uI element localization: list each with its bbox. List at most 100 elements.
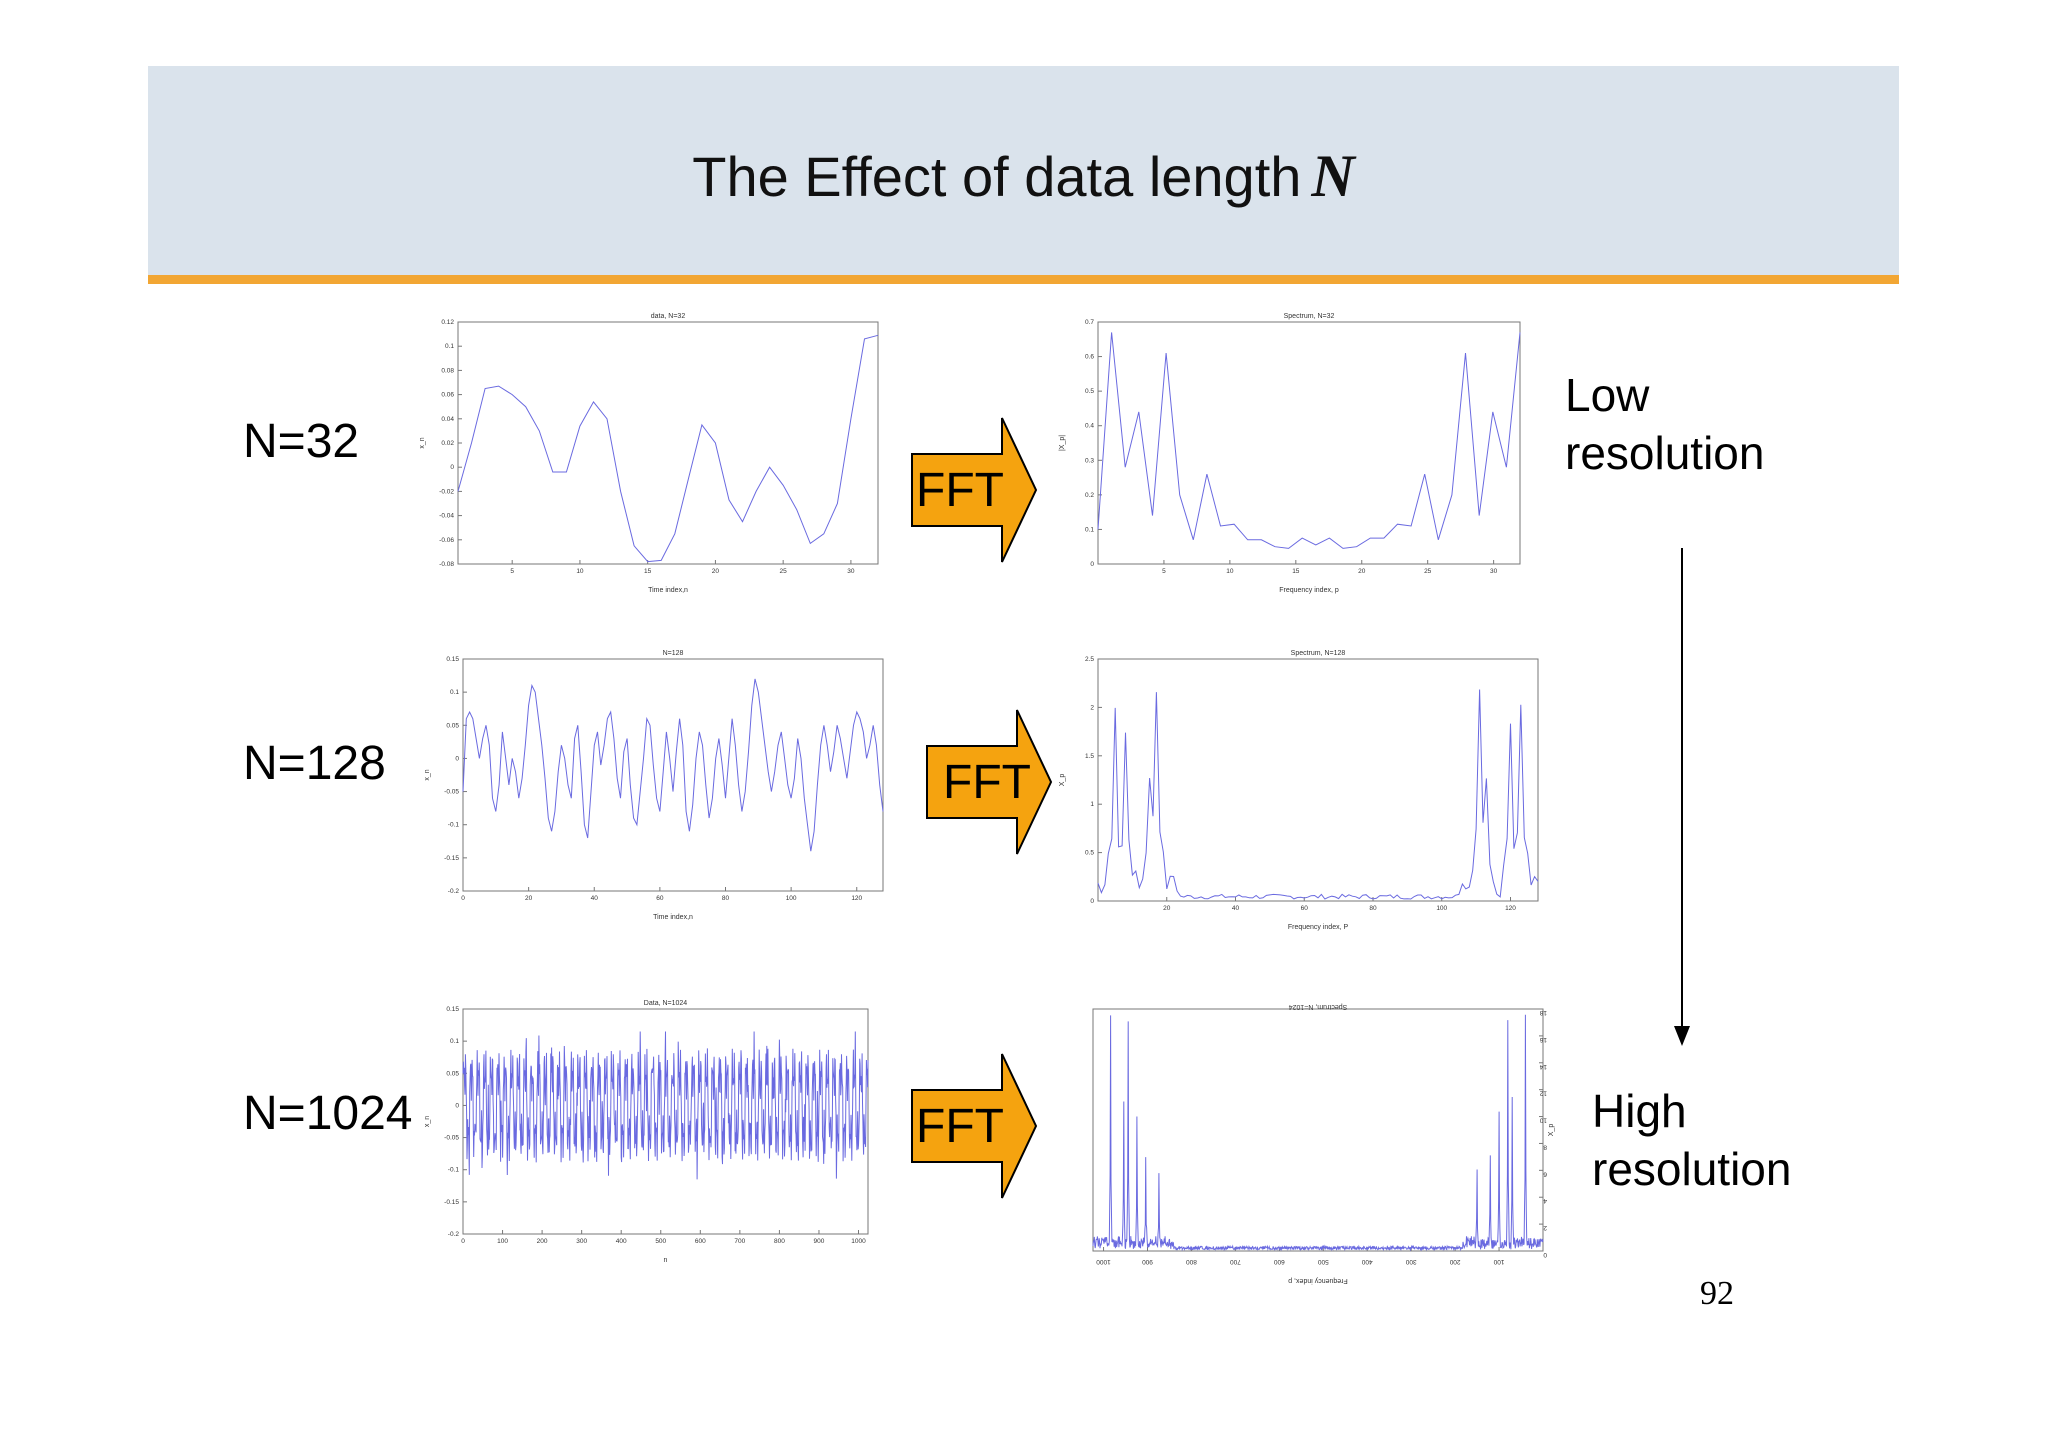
y-tick-label: 0.12 bbox=[441, 319, 454, 326]
plot-area bbox=[1097, 658, 1539, 902]
x-axis-label: Frequency index, P bbox=[1288, 924, 1349, 931]
x-tick-label: 400 bbox=[1361, 1258, 1372, 1265]
x-tick-label: 100 bbox=[497, 1238, 508, 1245]
y-tick-label: 0.5 bbox=[1085, 388, 1094, 395]
x-tick-label: 100 bbox=[1436, 905, 1447, 912]
x-tick-label: 500 bbox=[1317, 1258, 1328, 1265]
x-tick-label: 80 bbox=[722, 895, 730, 902]
y-tick-label: 0.06 bbox=[441, 392, 454, 399]
y-tick-label: -0.2 bbox=[448, 1231, 460, 1238]
x-tick-label: 400 bbox=[616, 1238, 627, 1245]
x-tick-label: 30 bbox=[847, 568, 855, 575]
y-tick-label: 6 bbox=[1543, 1170, 1547, 1177]
y-tick-label: -0.1 bbox=[448, 1167, 460, 1174]
chart-title: Spectrum, N=1024 bbox=[1289, 1003, 1348, 1010]
y-tick-label: 0 bbox=[450, 464, 454, 471]
y-tick-label: 1.5 bbox=[1085, 753, 1094, 760]
plot-area bbox=[1092, 1008, 1544, 1252]
row-label-n1024: N=1024 bbox=[243, 1087, 413, 1140]
x-tick-label: 120 bbox=[1505, 905, 1516, 912]
y-tick-label: 0 bbox=[1090, 561, 1094, 568]
fft-arrow-shape bbox=[926, 709, 1053, 855]
title-banner bbox=[148, 66, 1899, 275]
x-tick-label: 20 bbox=[1358, 568, 1366, 575]
series-line bbox=[1097, 689, 1539, 900]
series-line bbox=[1092, 1014, 1544, 1252]
y-tick-label: 10 bbox=[1539, 1117, 1547, 1124]
chart-title: Spectrum, N=128 bbox=[1291, 650, 1346, 657]
x-tick-label: 500 bbox=[655, 1238, 666, 1245]
series-line bbox=[462, 1031, 869, 1180]
y-axis-label: x_n bbox=[419, 437, 426, 448]
y-tick-label: 0.7 bbox=[1085, 319, 1094, 326]
y-tick-label: -0.15 bbox=[444, 855, 459, 862]
x-tick-label: 100 bbox=[786, 895, 797, 902]
chart-data-n32: data, N=32 Time index,n x_n 0.12 0.1 0.08 0.06… bbox=[419, 313, 879, 594]
x-tick-label: 20 bbox=[1163, 905, 1171, 912]
series-line bbox=[1097, 332, 1521, 549]
x-axis-label: Frequency index, p bbox=[1288, 1277, 1348, 1284]
y-tick-label: 0.05 bbox=[446, 1070, 459, 1077]
y-axis-label: X_p bbox=[1548, 1124, 1555, 1137]
high-resolution-line2: resolution bbox=[1592, 1143, 1792, 1195]
chart-data-n1024: Data, N=1024 n x_n 0.15 0.1 0.05 0 -0.05 -0.1 -0.… bbox=[424, 1000, 869, 1264]
x-tick-label: 100 bbox=[1493, 1258, 1504, 1265]
y-tick-label: -0.05 bbox=[444, 1135, 459, 1142]
chart-spectrum-n1024: Spectrum, N=1024 Frequency index, p X_p 18 1… bbox=[1092, 1003, 1555, 1284]
x-tick-label: 15 bbox=[644, 568, 652, 575]
chart-data-n128: N=128 Time index,n x_n 0.15 0.1 0.05 0 -0.05 -0.… bbox=[424, 650, 884, 921]
row-label-n32: N=32 bbox=[243, 415, 360, 468]
y-tick-label: 2 bbox=[1090, 704, 1094, 711]
y-tick-label: 1 bbox=[1090, 801, 1094, 808]
x-tick-label: 5 bbox=[510, 568, 514, 575]
fft-arrow-1: FFT bbox=[911, 417, 1038, 563]
y-tick-label: 0.02 bbox=[441, 440, 454, 447]
fft-arrow-shape bbox=[911, 417, 1038, 563]
fft-arrow-label: FFT bbox=[916, 464, 1004, 517]
y-tick-label: -0.15 bbox=[444, 1199, 459, 1206]
x-tick-label: 120 bbox=[851, 895, 862, 902]
x-tick-label: 600 bbox=[1274, 1258, 1285, 1265]
y-tick-label: 12 bbox=[1539, 1090, 1547, 1097]
x-tick-label: 25 bbox=[780, 568, 788, 575]
y-tick-label: 18 bbox=[1539, 1009, 1547, 1016]
slide-title: The Effect of data length N bbox=[148, 142, 1899, 211]
low-resolution-line2: resolution bbox=[1565, 427, 1765, 479]
x-tick-label: 900 bbox=[1142, 1258, 1153, 1265]
y-tick-label: 0.1 bbox=[450, 689, 459, 696]
plot-area bbox=[1097, 321, 1521, 565]
y-axis-label: |X_p| bbox=[1059, 435, 1066, 451]
x-axis-label: Time index,n bbox=[648, 587, 688, 594]
x-tick-label: 15 bbox=[1292, 568, 1300, 575]
fft-arrow-shape bbox=[911, 1053, 1038, 1199]
x-axis-label: Time index,n bbox=[653, 914, 693, 921]
x-tick-label: 25 bbox=[1424, 568, 1432, 575]
chart-title: Spectrum, N=32 bbox=[1284, 313, 1335, 320]
y-tick-label: 0.6 bbox=[1085, 354, 1094, 361]
x-tick-label: 5 bbox=[1162, 568, 1166, 575]
chart-title: data, N=32 bbox=[651, 313, 686, 320]
x-axis-label: Frequency index, p bbox=[1279, 587, 1339, 594]
fft-arrow-label: FFT bbox=[916, 1100, 1004, 1153]
x-tick-label: 300 bbox=[576, 1238, 587, 1245]
plot-area bbox=[462, 658, 884, 892]
y-tick-label: 0.15 bbox=[446, 656, 459, 663]
x-axis-label: n bbox=[664, 1257, 668, 1264]
low-resolution-label: Low resolution bbox=[1565, 366, 1764, 482]
y-tick-label: 0.04 bbox=[441, 416, 454, 423]
high-resolution-line1: High bbox=[1592, 1085, 1687, 1137]
y-tick-label: 0.5 bbox=[1085, 850, 1094, 857]
x-tick-label: 700 bbox=[734, 1238, 745, 1245]
y-tick-label: 14 bbox=[1539, 1063, 1547, 1070]
y-tick-label: 0.15 bbox=[446, 1006, 459, 1013]
y-tick-label: 0.3 bbox=[1085, 457, 1094, 464]
y-tick-label: 8 bbox=[1543, 1143, 1547, 1150]
fft-arrow-2: FFT bbox=[926, 709, 1053, 855]
x-tick-label: 0 bbox=[461, 1238, 465, 1245]
y-tick-label: 16 bbox=[1539, 1036, 1547, 1043]
x-tick-label: 60 bbox=[656, 895, 664, 902]
y-axis-label: x_n bbox=[424, 769, 431, 780]
y-tick-label: -0.02 bbox=[439, 488, 454, 495]
y-tick-label: 0.1 bbox=[450, 1038, 459, 1045]
y-axis-label: x_n bbox=[424, 1116, 431, 1127]
